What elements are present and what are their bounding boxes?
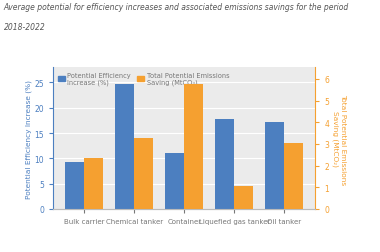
Text: 2018-2022: 2018-2022	[4, 23, 46, 32]
Bar	[215, 120, 234, 209]
Y-axis label: Potential Efficiency Increase (%): Potential Efficiency Increase (%)	[25, 79, 32, 198]
Bar	[134, 139, 153, 209]
Legend: Potential Efficiency
Increase (%), Total Potential Emissions
Saving (MtCO₂): Potential Efficiency Increase (%), Total…	[57, 71, 231, 87]
Bar	[234, 186, 253, 209]
Bar	[115, 85, 134, 209]
Y-axis label: Total Potential Emissions
Saving (MtCO₂): Total Potential Emissions Saving (MtCO₂)	[332, 93, 345, 184]
Bar	[65, 162, 84, 209]
Bar	[265, 123, 285, 209]
Bar	[285, 143, 304, 209]
Text: Average potential for efficiency increases and associated emissions savings for : Average potential for efficiency increas…	[4, 3, 349, 12]
Bar	[84, 158, 103, 209]
Bar	[184, 85, 203, 209]
Bar	[165, 154, 184, 209]
